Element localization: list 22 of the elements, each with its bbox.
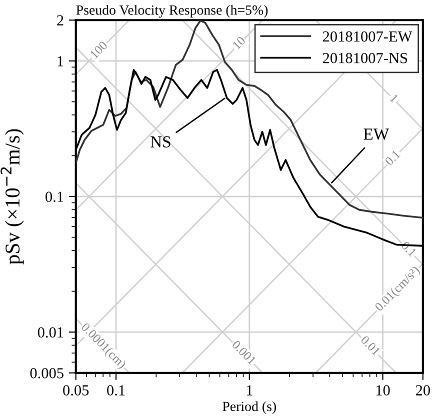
y-tick-label: 0.01 [38, 327, 64, 338]
y-tick-label: 0.1 [46, 192, 64, 202]
x-axis-title: Period (s) [222, 401, 276, 414]
annotation: EW [364, 128, 390, 140]
annotation: 100 [90, 40, 108, 59]
x-tick-label: 1 [246, 385, 252, 396]
x-tick-label: 10 [376, 385, 390, 396]
x-tick-label: 0.1 [107, 385, 125, 396]
x-tick-label: 0.05 [63, 385, 89, 396]
y-axis-title: pSv (×10$^{−2}$m/s) [0, 129, 24, 264]
legend-label: 20181007-EW [322, 31, 412, 42]
annotation: 0.01 [360, 335, 381, 356]
y-tick-label: 1 [58, 56, 64, 66]
annotation: NS [150, 136, 170, 148]
x-tick-label: 20 [416, 385, 430, 396]
y-tick-label: 2 [57, 15, 64, 26]
y-tick-label: 0.005 [30, 368, 64, 378]
annotation: 0.1 [384, 150, 401, 166]
legend-label: 20181007-NS [322, 52, 408, 64]
annotation: 1 [390, 94, 399, 103]
chart-title: Pseudo Velocity Response (h=5%) [76, 4, 268, 18]
annotation: 10 [232, 36, 246, 50]
